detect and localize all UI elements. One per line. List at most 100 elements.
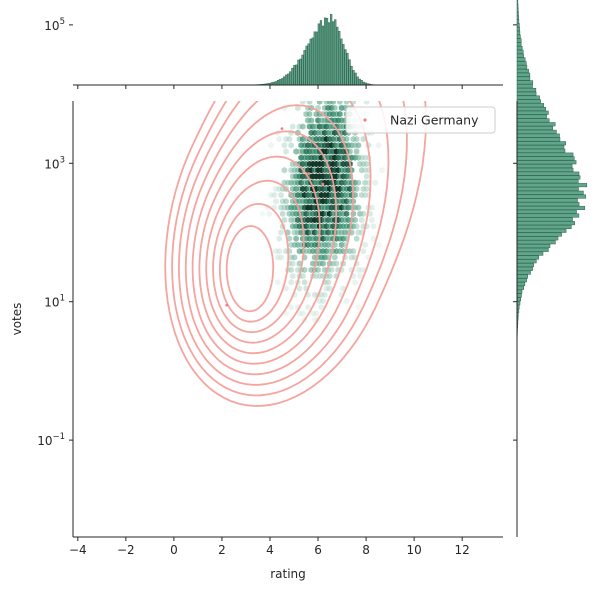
histogram-bar bbox=[516, 213, 580, 218]
scatter-point bbox=[225, 303, 229, 307]
histogram-bar bbox=[516, 293, 522, 298]
hexbin-cell bbox=[353, 223, 360, 230]
hexbin-cell bbox=[325, 92, 331, 98]
histogram-bar bbox=[516, 87, 537, 92]
histogram-bar bbox=[313, 31, 316, 86]
hexbin-cell bbox=[306, 110, 313, 118]
hexbin-cell bbox=[337, 101, 343, 105]
histogram-bar bbox=[516, 190, 584, 195]
histogram-bar bbox=[317, 23, 320, 86]
hexbin-cell bbox=[279, 210, 286, 217]
histogram-bar bbox=[516, 72, 531, 77]
main-plot-area bbox=[164, 5, 427, 407]
hexbin-cell bbox=[318, 291, 325, 298]
histogram-bar bbox=[276, 79, 280, 86]
histogram-bar bbox=[281, 78, 284, 86]
hexbin-cell bbox=[274, 279, 281, 286]
hexbin-cell bbox=[283, 86, 289, 92]
scatter-point bbox=[307, 172, 310, 176]
legend-label: Nazi Germany bbox=[390, 113, 479, 128]
hexbin-cell bbox=[356, 5, 362, 11]
hexbin-cell bbox=[305, 92, 311, 98]
histogram-bar bbox=[516, 57, 526, 62]
histogram-bar bbox=[303, 50, 306, 86]
hexbin-cell bbox=[322, 291, 328, 298]
hexbin-cell bbox=[306, 101, 313, 105]
x-tick-label: 2 bbox=[218, 543, 226, 557]
x-tick-label: 4 bbox=[266, 543, 274, 557]
histogram-bar bbox=[321, 25, 325, 86]
hexbin-cell bbox=[271, 191, 278, 199]
hexbin-cell bbox=[356, 18, 362, 24]
hexbin-cell bbox=[349, 5, 355, 11]
hexbin-cell bbox=[320, 260, 326, 267]
hexbin-cell bbox=[308, 117, 315, 124]
histogram-bar bbox=[295, 64, 298, 86]
histogram-bar bbox=[516, 141, 566, 146]
hexbin-cell bbox=[288, 304, 294, 311]
hexbin-cell bbox=[353, 185, 360, 193]
hexbin-cell bbox=[273, 248, 279, 255]
hexbin-cell bbox=[352, 5, 358, 11]
hexbin-cell bbox=[305, 304, 311, 311]
y-tick-label: 103 bbox=[44, 155, 65, 171]
histogram-bar bbox=[516, 247, 549, 252]
y-tick-label: 101 bbox=[44, 294, 65, 310]
histogram-bar bbox=[516, 164, 573, 169]
histogram-bar bbox=[516, 282, 526, 287]
kde-contour-level bbox=[219, 202, 290, 323]
hexbin-cell bbox=[362, 191, 368, 199]
histogram-bar bbox=[305, 45, 308, 86]
scatter-point bbox=[321, 182, 325, 186]
histogram-bar bbox=[516, 240, 556, 245]
hexbin-cell bbox=[316, 297, 323, 305]
hexbin-cell bbox=[332, 104, 338, 112]
hexbin-cell bbox=[339, 5, 345, 11]
kde-contour-level bbox=[184, 101, 372, 376]
hexbin-cell bbox=[363, 160, 370, 168]
histogram-bar bbox=[516, 4, 519, 9]
histogram-bar bbox=[516, 255, 539, 260]
histogram-bar bbox=[516, 221, 575, 226]
histogram-bar bbox=[516, 289, 523, 294]
legend: Nazi Germany bbox=[345, 106, 496, 134]
hexbin-cell bbox=[337, 110, 343, 118]
hexbin-cell bbox=[278, 254, 284, 261]
histogram-bar bbox=[516, 91, 537, 96]
hexbin-cell bbox=[343, 101, 350, 105]
histogram-bar bbox=[516, 263, 534, 268]
histogram-bar bbox=[516, 38, 522, 43]
hexbin-cell bbox=[372, 179, 378, 186]
hexbin-cell bbox=[278, 229, 284, 236]
hexbin-cell bbox=[276, 248, 282, 255]
histogram-bar bbox=[516, 217, 573, 222]
histogram-bar bbox=[516, 23, 520, 28]
kde-contour-level bbox=[205, 155, 321, 344]
hexbin-cell bbox=[300, 310, 306, 317]
histogram-bar bbox=[516, 232, 562, 237]
hexbin-cell bbox=[363, 185, 370, 193]
hexbin-cell bbox=[281, 142, 288, 149]
histogram-bar bbox=[516, 148, 566, 153]
hexbin-cell bbox=[293, 86, 299, 92]
hexbin-cell bbox=[355, 142, 362, 149]
histogram-bar bbox=[516, 202, 580, 207]
hexbin-cell bbox=[320, 297, 326, 305]
hexbin-cell bbox=[357, 272, 363, 280]
hexbin-cell bbox=[286, 135, 293, 143]
histogram-bar bbox=[516, 137, 561, 142]
hexbin-cell bbox=[370, 235, 377, 242]
histogram-bar bbox=[516, 236, 559, 241]
hexbin-cell bbox=[362, 154, 368, 161]
scatter-points bbox=[225, 127, 325, 307]
histogram-bar bbox=[354, 72, 357, 86]
histogram-bar bbox=[516, 224, 572, 229]
y-tick-label: 105 bbox=[44, 17, 65, 33]
hexbin-cell bbox=[359, 167, 365, 174]
hexbin-cell bbox=[379, 167, 385, 174]
hexbin-cell bbox=[354, 36, 360, 42]
hexbin-cell bbox=[288, 142, 294, 149]
histogram-bar bbox=[342, 44, 345, 86]
histogram-bar bbox=[330, 13, 333, 86]
